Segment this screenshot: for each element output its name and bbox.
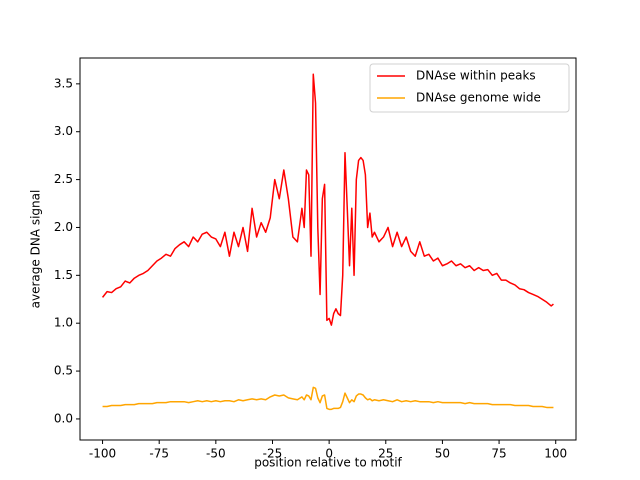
x-tick-label: -75 bbox=[149, 447, 169, 461]
x-tick-label: -25 bbox=[263, 447, 283, 461]
data-line bbox=[102, 386, 554, 411]
x-tick-label: -50 bbox=[206, 447, 226, 461]
y-axis-label: average DNA signal bbox=[29, 190, 43, 309]
y-tick-label: 0.0 bbox=[54, 411, 73, 425]
legend-label: DNAse within peaks bbox=[416, 69, 536, 83]
plot-frame bbox=[79, 57, 577, 441]
x-axis-label: position relative to motif bbox=[254, 456, 402, 470]
data-line bbox=[101, 73, 554, 326]
y-tick-label: 2.5 bbox=[54, 172, 73, 186]
x-tick-label: 75 bbox=[491, 447, 506, 461]
x-tick-label: -100 bbox=[89, 447, 116, 461]
x-tick-label: 25 bbox=[378, 447, 393, 461]
y-tick-label: 3.0 bbox=[54, 124, 73, 138]
y-tick-label: 3.5 bbox=[54, 76, 73, 90]
x-tick-label: 0 bbox=[325, 447, 333, 461]
y-tick-label: 2.0 bbox=[54, 220, 73, 234]
y-tick-label: 0.5 bbox=[54, 364, 73, 378]
x-tick-label: 50 bbox=[435, 447, 450, 461]
legend-box bbox=[369, 63, 570, 113]
x-tick-label: 100 bbox=[544, 447, 567, 461]
legend-label: DNAse genome wide bbox=[416, 91, 541, 105]
y-tick-label: 1.5 bbox=[54, 268, 73, 282]
y-tick-label: 1.0 bbox=[54, 316, 73, 330]
